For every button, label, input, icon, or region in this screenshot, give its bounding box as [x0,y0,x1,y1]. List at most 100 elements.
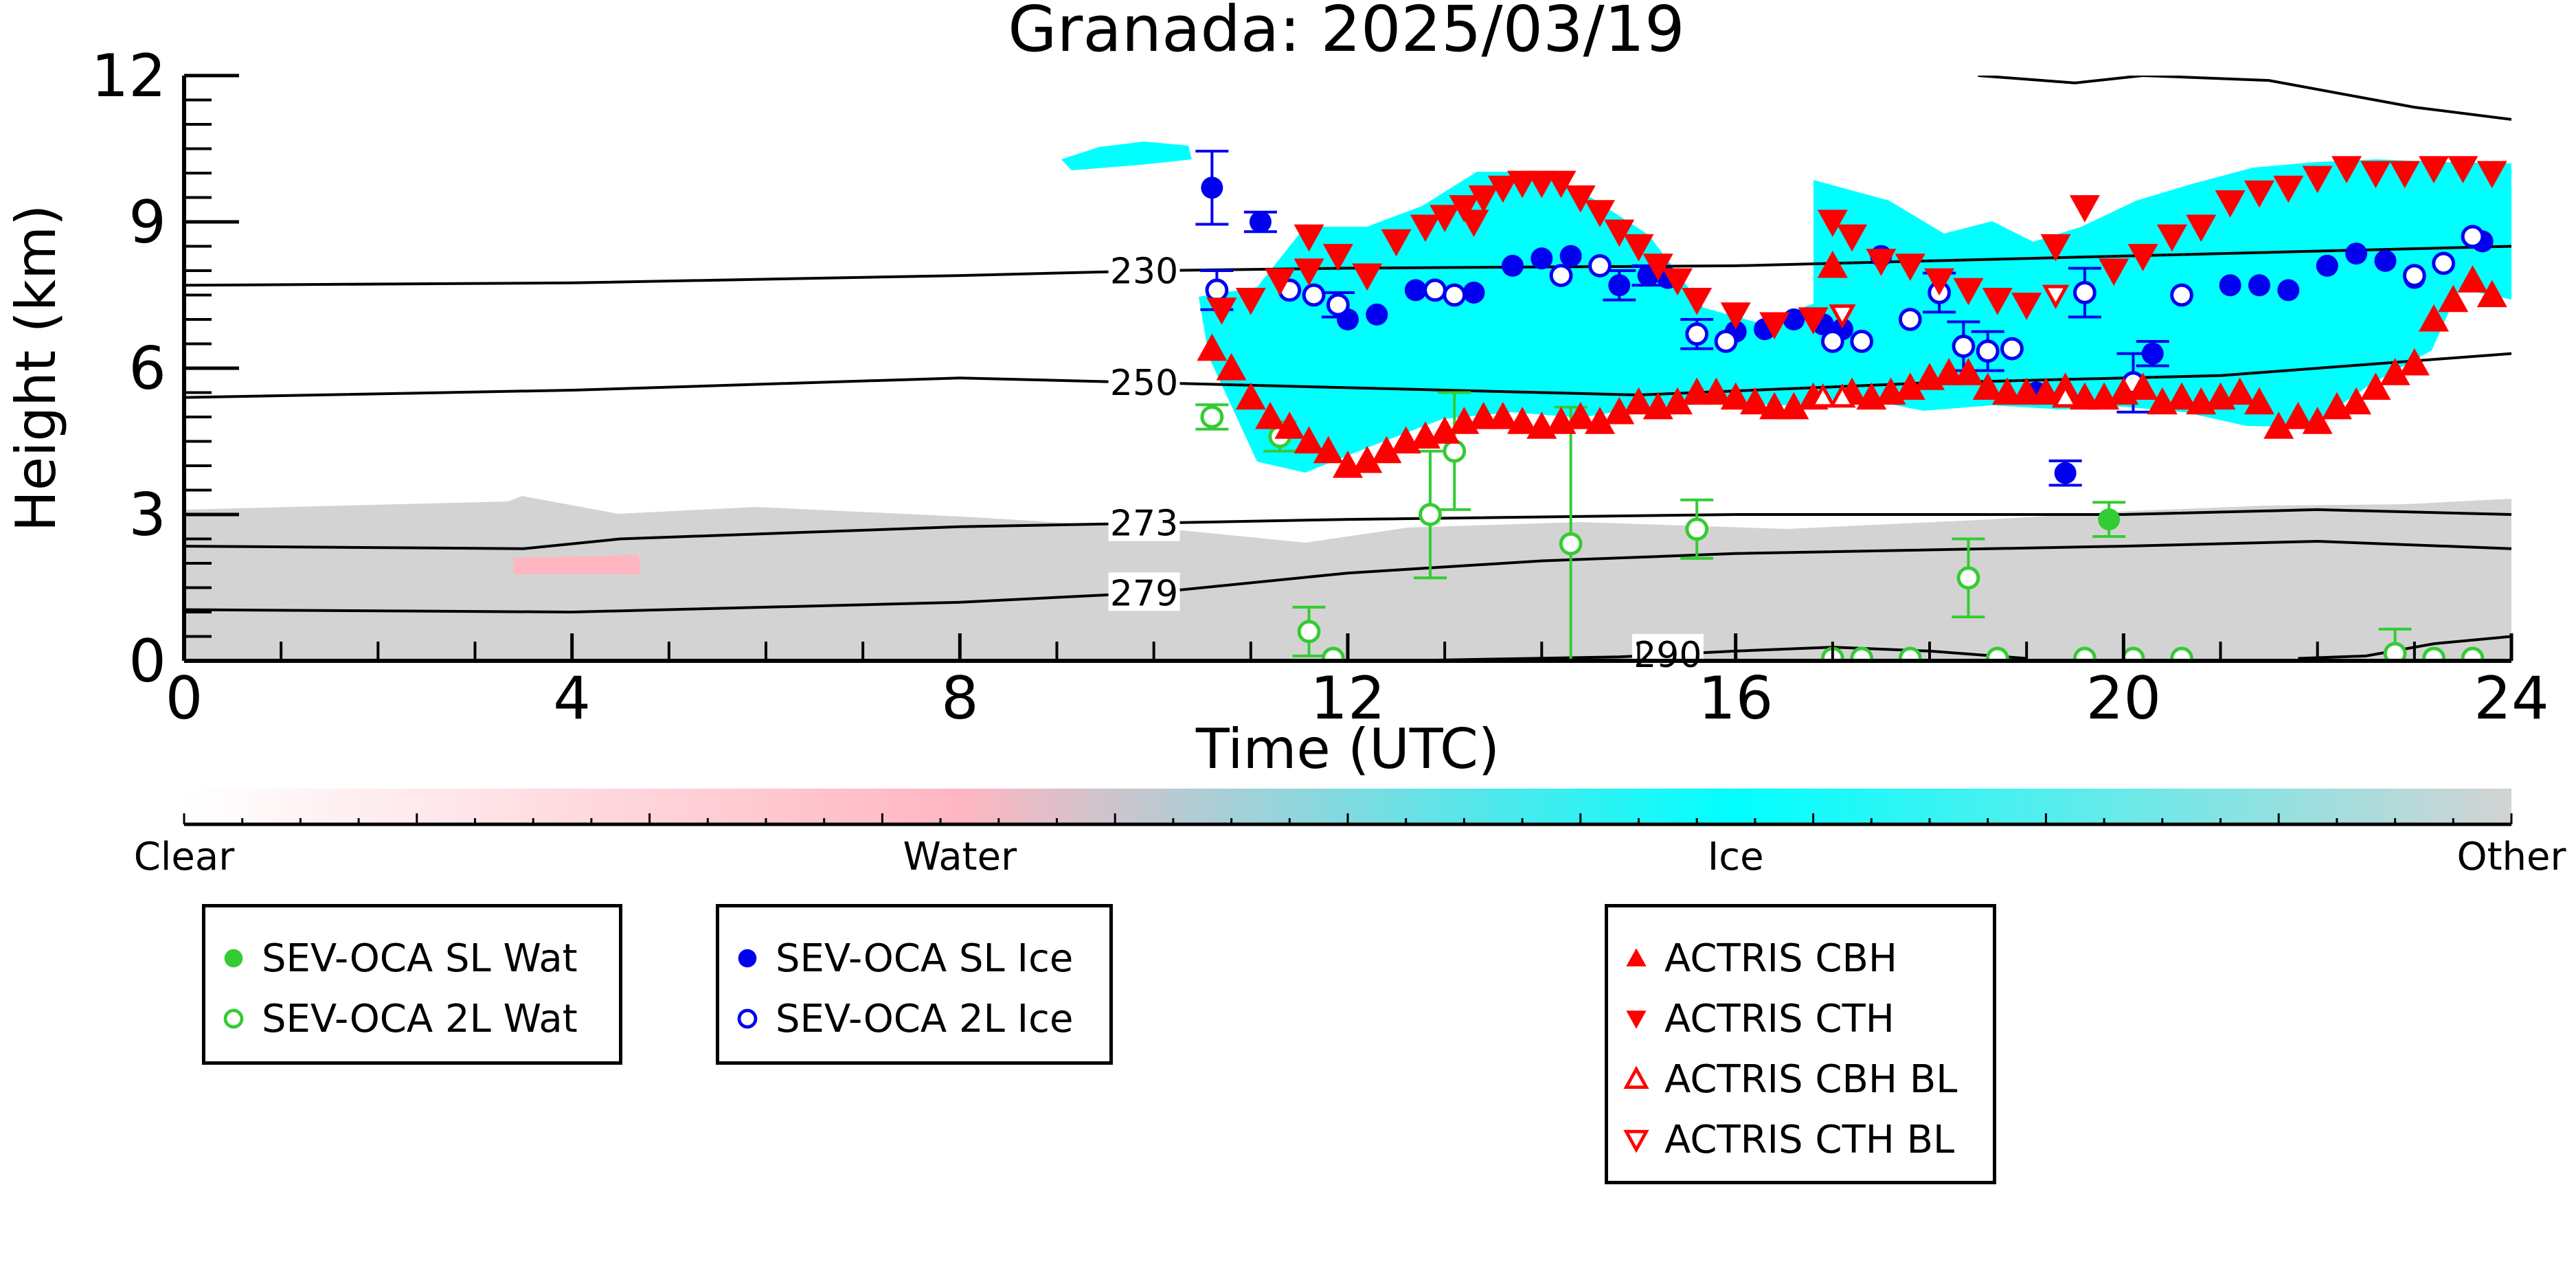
temperature-contour-line [184,539,2511,614]
data-point-triangle-down [1507,170,1538,199]
legend-marker-filled-circle [738,949,757,968]
data-point-triangle-down [1837,224,1868,252]
y-tick-label: 9 [128,188,166,257]
data-point-triangle-up [1585,407,1616,434]
data-point-triangle-up [1934,358,1965,385]
data-point-filled-circle [1559,245,1582,267]
legend-marker-shape [224,949,243,968]
data-point-open-circle [1820,330,1844,353]
data-point-triangle-down [1642,253,1673,281]
contour-label-background [1108,361,1180,400]
data-point-open-circle [1588,254,1612,278]
data-point-open-circle [2072,646,2097,661]
data-point-triangle-down [2273,175,2304,203]
data-point-filled-circle [1462,281,1485,304]
data-point-triangle-down [1381,229,1412,257]
data-point-open-triangle-down [1829,304,1856,329]
data-point-triangle-up [1430,416,1460,444]
data-point-open-triangle-up [1829,383,1856,408]
legend-marker-open-circle [737,1008,758,1029]
data-point-triangle-down [1352,263,1383,291]
colorbar-label: Water [903,835,1018,879]
legend-marker-shape [1626,1010,1647,1029]
data-point-open-circle [1549,264,1573,288]
x-tick-label: 8 [941,664,979,733]
data-point-open-circle [1443,283,1467,307]
legend-label: SEV-OCA SL Ice [776,936,1074,981]
x-tick-label: 20 [2086,664,2161,733]
x-tick-label: 16 [1698,664,1773,733]
legend-entry: SEV-OCA 2L Ice [734,988,1092,1049]
legend-entry: ACTRIS CTH BL [1623,1109,1975,1170]
x-axis-ticks: 0 4 8 12 16 20 24 [166,633,2549,733]
x-tick-label: 12 [1310,664,1385,733]
data-point-triangle-down [1458,210,1489,237]
data-point-filled-circle [1530,247,1553,270]
data-point-triangle-down [1623,234,1654,262]
data-point-triangle-up [2302,407,2333,434]
data-point-triangle-down [1759,312,1790,340]
data-point-triangle-down [2069,195,2100,223]
legend-marker-shape [223,1008,244,1029]
data-point-triangle-up [1371,436,1402,464]
data-point-filled-circle [1366,303,1388,326]
data-point-triangle-down [2040,234,2071,262]
y-axis-title: Height (km) [4,205,68,532]
series-markers [1195,150,2507,661]
data-point-open-circle [2000,337,2024,361]
legend-label: SEV-OCA 2L Wat [262,996,578,1041]
y-tick-label: 12 [91,42,166,111]
data-point-open-circle [1985,646,2009,661]
data-point-triangle-up [2127,372,2158,400]
data-point-triangle-up [1701,377,1732,405]
data-point-triangle-down [2476,161,2507,188]
legend-entry: SEV-OCA 2L Wat [221,988,601,1049]
legend-label: ACTRIS CBH [1664,936,1898,981]
data-point-triangle-down [1953,278,1984,306]
data-point-triangle-up [1604,396,1635,425]
legend-sev-oca-ice: SEV-OCA SL Ice SEV-OCA 2L Ice [716,904,1113,1065]
data-point-open-circle [2170,283,2193,307]
data-point-open-circle [1956,566,1980,590]
legend-marker-open-triangle-up [1623,1066,1649,1089]
data-point-triangle-up [2341,387,2372,415]
y-tick-label: 6 [128,335,166,403]
contour-label-background [1108,250,1180,289]
temperature-contour-line [184,508,2511,550]
data-point-triangle-up [1468,402,1499,429]
data-point-triangle-down [1585,200,1616,227]
data-point-open-circle [2170,646,2193,661]
data-point-open-circle [1850,330,1874,353]
data-point-triangle-up [1255,402,1286,429]
legend-marker-open-circle [223,1008,244,1029]
legend-label: ACTRIS CBH BL [1664,1057,1958,1102]
legend-entry: ACTRIS CBH BL [1623,1049,1975,1109]
contour-label: 279 [1110,573,1178,614]
legend-marker-shape [1626,948,1647,967]
legend-marker-filled-circle [224,949,243,968]
data-point-filled-circle [2316,254,2338,277]
data-point-triangle-down [1526,170,1557,199]
legend-label: SEV-OCA 2L Ice [776,996,1074,1041]
data-point-triangle-up [2244,387,2274,415]
data-point-triangle-up [1662,387,1693,415]
contour-label: 290 [1634,635,1702,676]
legend-marker-triangle-down [1626,1010,1647,1029]
data-point-triangle-down [2186,214,2217,242]
legend-entry: ACTRIS CBH [1623,928,1975,988]
legend-marker-shape [1623,1066,1649,1089]
y-tick-label: 0 [128,627,166,696]
legend-label: SEV-OCA SL Wat [262,936,578,981]
data-point-triangle-up [2360,372,2391,400]
data-point-triangle-down [1866,249,1897,276]
x-tick-label: 4 [553,664,591,733]
y-axis-ticks: 0 3 6 9 12 [91,42,239,696]
legend-entry: ACTRIS CTH [1623,988,1975,1049]
colorbar-label: Ice [1708,835,1764,879]
data-point-filled-circle [2219,274,2241,297]
data-point-open-circle [2383,642,2407,661]
temperature-contour-line [1978,76,2511,121]
legend-sev-oca-water: SEV-OCA SL Wat SEV-OCA 2L Wat [202,904,622,1065]
y-tick-label: 3 [128,481,166,550]
data-point-triangle-up [1817,250,1848,278]
